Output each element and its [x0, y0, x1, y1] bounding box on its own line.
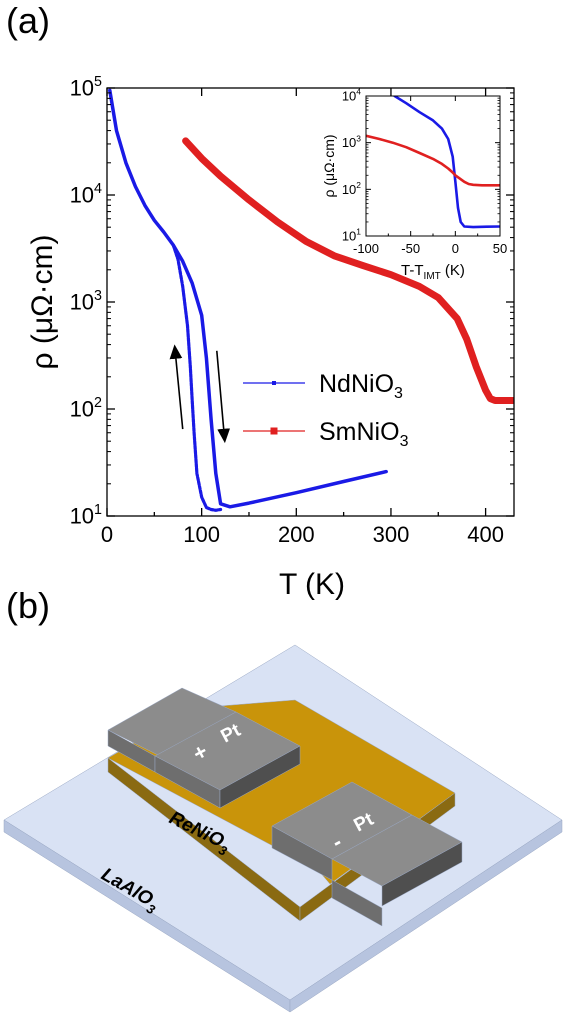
y-tick-label: 103 [342, 133, 361, 150]
x-tick-label: 50 [493, 241, 507, 256]
y-tick-label: 105 [70, 74, 102, 101]
legend-label: SmNiO3 [319, 418, 409, 450]
y-tick-label: 104 [70, 181, 102, 208]
heating-arrow [169, 344, 184, 430]
y-tick-label: 103 [70, 288, 102, 315]
x-tick-label: 300 [373, 522, 410, 547]
x-tick-label: 200 [278, 522, 315, 547]
x-tick-label: -50 [401, 241, 420, 256]
x-tick-label: 100 [183, 522, 220, 547]
main-chart: 0 100 200 300 400 101 102 103 104 105 T (K) ρ (μΩ·c… [26, 74, 515, 600]
x-tick-label: 0 [452, 241, 459, 256]
cooling-arrow [215, 350, 231, 444]
inset-x-axis-label: T-TIMT (K) [401, 262, 465, 282]
y-tick-label: 104 [342, 87, 361, 104]
pt-plus-side-right [219, 745, 301, 809]
legend-marker [270, 427, 278, 435]
series-line-SmNiO3-0 [182, 137, 514, 404]
substrate-right-side [289, 819, 563, 1013]
legend-label: NdNiO3 [319, 370, 403, 402]
series-line-NdNiO3-0 [108, 88, 388, 509]
pt-minus-side-front2 [331, 879, 383, 927]
panel-a-label: (a) [6, 0, 50, 41]
series-line-NdNiO3-0 [393, 96, 500, 229]
legend-marker [272, 381, 276, 385]
x-tick-label: 0 [101, 522, 113, 547]
x-tick-label: 400 [467, 522, 504, 547]
x-axis-label: T (K) [279, 568, 345, 600]
series-line-NdNiO3-1 [171, 243, 223, 512]
y-tick-label: 101 [342, 227, 361, 244]
inset-y-axis-label: ρ (μΩ·cm) [321, 134, 337, 197]
main-plot: 0 100 200 300 400 101 102 103 104 105 T (K) ρ (μΩ·c… [26, 74, 515, 600]
pt-minus-side-right [381, 841, 463, 907]
inset-plot: -100 -50 0 50 101 102 103 104 T-TIMT (K) ρ (μΩ·cm… [321, 87, 507, 282]
y-tick-label: 102 [70, 395, 102, 422]
x-tick-label: -100 [353, 241, 379, 256]
y-tick-label: 102 [342, 180, 361, 197]
y-axis-label: ρ (μΩ·cm) [26, 234, 59, 369]
panel-b-label: (b) [6, 585, 50, 626]
series-line-SmNiO3-0 [366, 134, 500, 187]
y-tick-label: 101 [70, 502, 102, 529]
